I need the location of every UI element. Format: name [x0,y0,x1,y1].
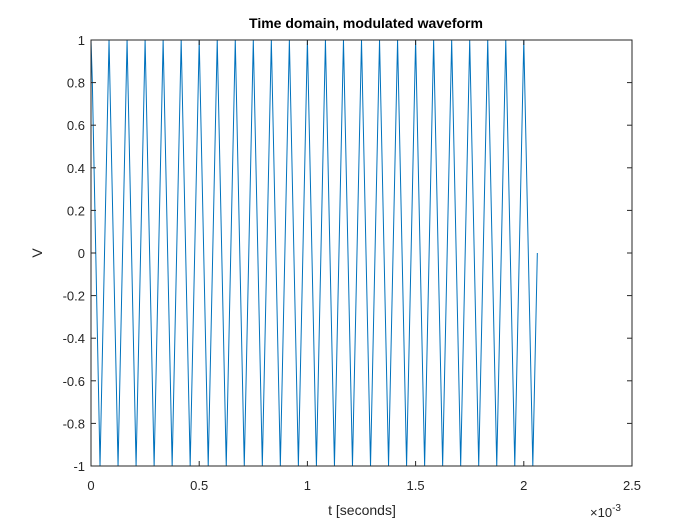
series-line [90,39,538,467]
x-axis-label: t [seconds] [328,502,396,518]
y-tick-label: -1 [73,459,85,474]
series-layer [90,39,538,467]
x-exponent-base: ×10 [590,505,612,520]
y-tick-label: 0.6 [67,118,85,133]
y-tick-label: 0.8 [67,76,85,91]
y-tick-label: -0.4 [63,331,85,346]
x-tick-label: 1.5 [407,478,425,493]
x-exponent-label: ×10-3 [590,503,621,520]
x-tick-label: 2.5 [623,478,641,493]
x-tick-label: 2 [520,478,527,493]
x-tick-label: 0.5 [190,478,208,493]
y-tick-label: -0.8 [63,416,85,431]
y-tick-label: -0.2 [63,289,85,304]
x-exponent-power: -3 [612,503,621,514]
y-tick-label: 1 [78,33,85,48]
plot-area [91,40,632,466]
y-tick-label: 0.4 [67,161,85,176]
x-tick-label: 1 [304,478,311,493]
ticks-layer: 0 0.5 1 1.5 2 2.5 -1 -0.8 -0.6 -0.4 -0.2 0 0.2 0.4 0.6… [63,33,641,493]
x-tick-label: 0 [87,478,94,493]
y-tick-label: 0 [78,246,85,261]
y-axis-label: V [29,248,45,258]
y-tick-label: 0.2 [67,203,85,218]
y-tick-label: -0.6 [63,374,85,389]
chart-title: Time domain, modulated waveform [249,15,483,31]
